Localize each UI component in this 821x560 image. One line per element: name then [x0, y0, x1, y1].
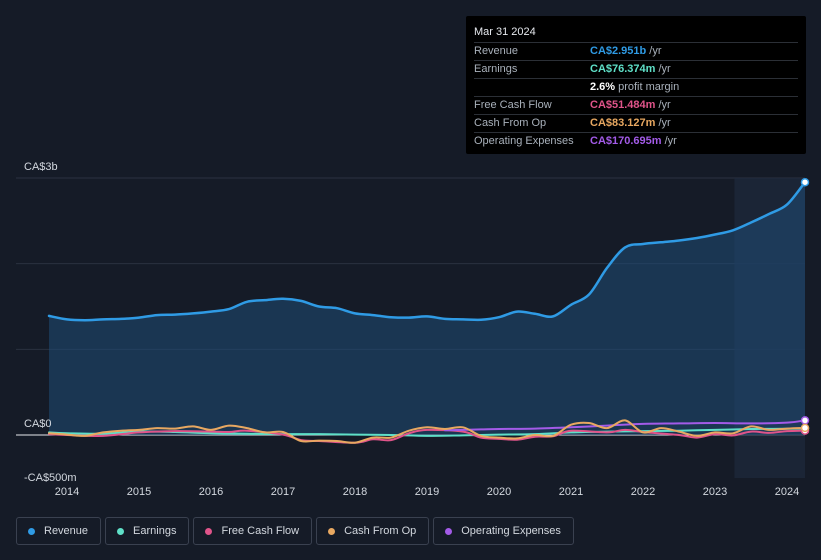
tooltip-row: Cash From Op CA$83.127m/yr: [474, 114, 798, 132]
legend-item-revenue[interactable]: Revenue: [16, 517, 102, 545]
x-tick-label: 2015: [127, 486, 151, 498]
tooltip-row-value: CA$76.374m: [590, 63, 656, 75]
chart-legend: Revenue Earnings Free Cash Flow Cash From O…: [16, 517, 578, 545]
tooltip-row-unit: profit margin: [618, 81, 680, 93]
tooltip-row: Free Cash Flow CA$51.484m/yr: [474, 96, 798, 114]
y-tick-label: CA$0: [24, 418, 52, 430]
y-tick-label: CA$3b: [24, 161, 58, 173]
tooltip-row-value: CA$2.951b: [590, 45, 647, 57]
x-axis-labels: 2014 2015 2016 2017 2018 2019 2020 2021 2022 2023…: [55, 486, 799, 498]
legend-label: Operating Expenses: [461, 525, 561, 537]
tooltip-row-value: CA$170.695m: [590, 135, 662, 147]
legend-label: Cash From Op: [344, 525, 417, 537]
tooltip-row-unit: /yr: [658, 63, 671, 75]
legend-dot-icon: [117, 527, 125, 535]
tooltip-panel: Mar 31 2024 Revenue CA$2.951b/yr Earnings C…: [466, 16, 806, 154]
x-tick-label: 2023: [703, 486, 727, 498]
tooltip-row-label: [474, 79, 590, 96]
revenue-line: [47, 180, 807, 322]
tooltip-row-unit: /yr: [658, 117, 671, 129]
legend-dot-icon: [328, 527, 336, 535]
x-tick-label: 2021: [559, 486, 583, 498]
tooltip-row: 2.6% profit margin: [474, 78, 798, 96]
x-tick-label: 2016: [199, 486, 223, 498]
legend-label: Free Cash Flow: [221, 525, 300, 537]
tooltip-row-unit: /yr: [664, 135, 677, 147]
tooltip-row-label: Revenue: [474, 45, 519, 57]
tooltip-row-label: Earnings: [474, 63, 518, 75]
operating-expenses-end-marker: [800, 416, 810, 425]
legend-item-earnings[interactable]: Earnings: [105, 517, 190, 545]
series-lines: [47, 180, 807, 444]
x-tick-label: 2018: [343, 486, 367, 498]
legend-item-free-cash-flow[interactable]: Free Cash Flow: [193, 517, 313, 545]
tooltip-row: Earnings CA$76.374m/yr: [474, 60, 798, 78]
tooltip-row-value: 2.6%: [590, 81, 616, 93]
tooltip-row-value: CA$83.127m: [590, 117, 656, 129]
end-markers: [800, 177, 810, 435]
revenue-area-fill: [49, 182, 805, 435]
x-tick-label: 2024: [775, 486, 799, 498]
legend-label: Revenue: [44, 525, 89, 537]
tooltip-row: Revenue CA$2.951b/yr: [474, 42, 798, 60]
cash-from-op-line: [48, 419, 806, 444]
tooltip-row-value: CA$51.484m: [590, 99, 656, 111]
tooltip-date: Mar 31 2024: [474, 26, 536, 38]
cash-from-op-end-marker: [800, 423, 810, 433]
legend-dot-icon: [28, 527, 35, 535]
x-tick-label: 2022: [631, 486, 655, 498]
tooltip-rows: Revenue CA$2.951b/yr Earnings CA$76.374m/yr…: [474, 42, 798, 150]
tooltip-row: Operating Expenses CA$170.695m/yr: [474, 132, 798, 150]
tooltip-row-unit: /yr: [658, 99, 671, 111]
legend-item-cash-from-op[interactable]: Cash From Op: [316, 517, 430, 545]
x-tick-label: 2014: [55, 486, 79, 498]
tooltip-row-label: Free Cash Flow: [474, 99, 552, 111]
free-cash-flow-line: [48, 428, 806, 444]
tooltip-row-label: Operating Expenses: [474, 135, 574, 147]
revenue-end-marker: [800, 177, 810, 187]
legend-label: Earnings: [133, 525, 177, 537]
operating-expenses-line: [444, 419, 806, 432]
x-tick-label: 2020: [487, 486, 511, 498]
x-tick-label: 2019: [415, 486, 439, 498]
tooltip-row-unit: /yr: [649, 45, 662, 57]
legend-dot-icon: [445, 527, 453, 535]
x-tick-label: 2017: [271, 486, 295, 498]
legend-item-operating-expenses[interactable]: Operating Expenses: [433, 517, 574, 545]
tooltip-row-label: Cash From Op: [474, 117, 547, 129]
y-axis-labels: CA$3b CA$0 -CA$500m: [24, 161, 77, 484]
y-tick-label: -CA$500m: [24, 472, 77, 484]
legend-dot-icon: [205, 527, 213, 535]
